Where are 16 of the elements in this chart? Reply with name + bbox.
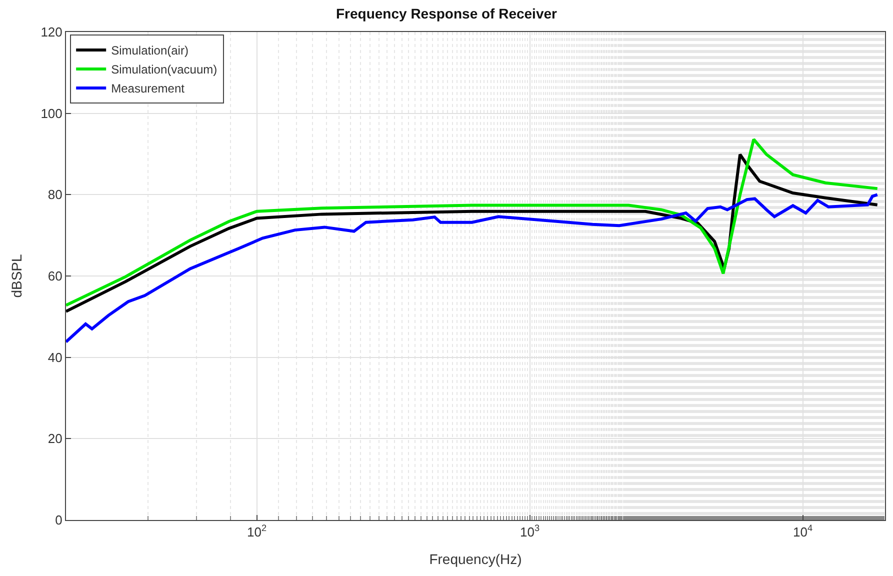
y-tick-label: 60 <box>48 268 62 284</box>
y-tick-label: 40 <box>48 350 62 365</box>
y-axis-title: dBSPL <box>8 254 24 298</box>
y-tick-label: 120 <box>40 24 62 40</box>
y-tick-label: 100 <box>40 106 62 121</box>
x-tick-label: 10$^{3}$ <box>520 523 540 540</box>
y-tick-label: 20 <box>48 431 62 446</box>
x-tick-label: 10$^{4}$ <box>793 523 813 540</box>
x-axis-title: Frequency(Hz) <box>429 550 522 567</box>
legend-label: Simulation(vacuum) <box>111 62 218 77</box>
x-tick-label: 10$^{2}$ <box>247 523 267 540</box>
y-tick-label: 80 <box>48 187 62 202</box>
legend-label: Measurement <box>111 82 186 96</box>
y-tick-label: 0 <box>55 512 62 528</box>
legend-label: Simulation(air) <box>111 44 188 58</box>
chart-title: Frequency Response of Receiver <box>336 5 558 22</box>
